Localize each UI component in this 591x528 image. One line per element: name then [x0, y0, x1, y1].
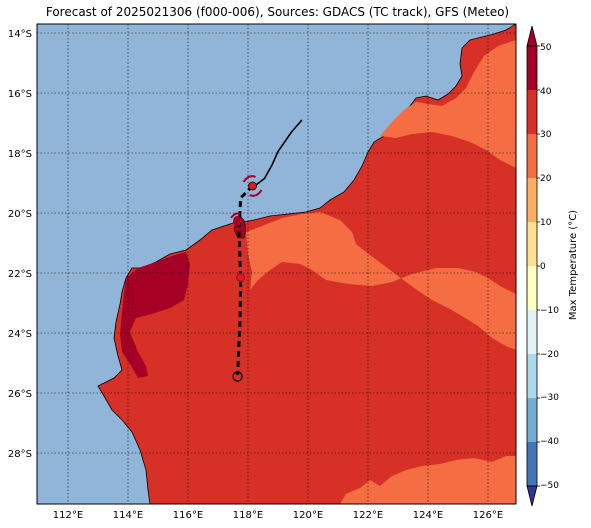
colorbar-tick-label: −40: [540, 437, 559, 447]
map-title: Forecast of 2025021306 (f000-006), Sourc…: [45, 5, 510, 19]
colorbar-tick-labels: 50 40 30 20 10 0 −10 −20 −30 −40 −50: [540, 43, 559, 491]
map-frame: [36, 23, 517, 505]
lon-tick-label: 124°E: [413, 510, 443, 521]
track-end-marker: [232, 371, 243, 382]
past-track-line: [252, 119, 303, 189]
lat-tick-label: 28°S: [8, 449, 32, 460]
lon-tick-label: 114°E: [113, 510, 143, 521]
colorbar-tick-label: −20: [540, 350, 559, 360]
colorbar-tick-label: 10: [540, 218, 552, 228]
lat-tick-label: 18°S: [8, 149, 32, 160]
cyclone-track: [230, 119, 303, 382]
lat-tick-label: 26°S: [8, 389, 32, 400]
lon-tick-label: 122°E: [353, 510, 383, 521]
lon-tick-label: 126°E: [473, 510, 503, 521]
colorbar-tick-label: −50: [540, 481, 559, 491]
lon-tick-label: 116°E: [173, 510, 203, 521]
colorbar-band: [527, 354, 537, 398]
lat-tick-label: 22°S: [8, 269, 32, 280]
latitude-labels: 14°S 16°S 18°S 20°S 22°S 24°S 26°S 28°S: [8, 29, 32, 460]
forecast-track-line: [236, 184, 254, 376]
cyclone-arm: [249, 189, 263, 197]
lat-tick-label: 24°S: [8, 329, 32, 340]
lon-tick-label: 120°E: [293, 510, 323, 521]
colorbar-band: [527, 266, 537, 310]
lat-tick-label: 16°S: [8, 89, 32, 100]
colorbar: [526, 25, 540, 507]
colorbar-tick-label: 30: [540, 130, 552, 140]
colorbar-extend-min: [526, 485, 538, 507]
colorbar-band: [527, 222, 537, 266]
colorbar-band: [527, 310, 537, 354]
colorbar-tick-label: 0: [540, 262, 546, 272]
colorbar-tick-label: −10: [540, 306, 559, 316]
lon-tick-label: 118°E: [233, 510, 263, 521]
current-position-marker: [248, 181, 257, 191]
colorbar-band: [527, 90, 537, 134]
lat-tick-label: 14°S: [8, 29, 32, 40]
colorbar-band: [527, 398, 537, 442]
longitude-labels: 112°E 114°E 116°E 118°E 120°E 122°E 124°…: [53, 510, 503, 521]
colorbar-tick-label: −30: [540, 393, 559, 403]
forecast-point-marker: [236, 273, 246, 282]
colorbar-band: [527, 178, 537, 222]
temperature-band-20-30-northeast: [380, 40, 516, 168]
colorbar-band: [527, 134, 537, 178]
cyclone-arm: [242, 175, 256, 183]
colorbar-tick-label: 20: [540, 174, 552, 184]
colorbar-extend-max: [526, 25, 538, 47]
colorbar-tick-label: 50: [540, 43, 552, 53]
lat-tick-label: 20°S: [8, 209, 32, 220]
colorbar-label: Max Temperature (°C): [568, 210, 579, 320]
temperature-band-20-30: [246, 212, 516, 350]
cyclone-symbol: [233, 216, 242, 226]
colorbar-tick-label: 40: [540, 87, 552, 97]
cyclone-arm: [230, 212, 241, 219]
colorbar-band: [527, 46, 537, 90]
temperature-band-40-50: [120, 252, 190, 378]
lon-tick-label: 112°E: [53, 510, 83, 521]
colorbar-band: [527, 442, 537, 486]
